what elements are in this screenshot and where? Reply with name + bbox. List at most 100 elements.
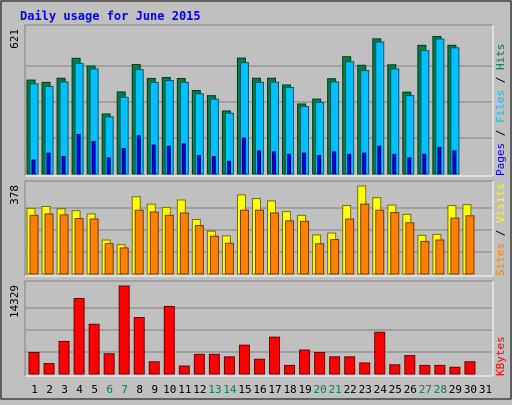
bar-pages-day-25: [392, 153, 397, 175]
bar-kbytes-day-22: [344, 356, 356, 375]
bar-kbytes-day-30: [464, 361, 476, 375]
legend-visits: Sites / Visits: [494, 183, 507, 276]
bar-kbytes-day-15: [238, 344, 250, 375]
bar-sites-day-28: [435, 239, 445, 275]
x-tick-label: 5: [91, 383, 98, 396]
bar-sites-day-20: [315, 243, 325, 275]
x-tick-label: 23: [359, 383, 372, 396]
bar-sites-day-12: [194, 225, 204, 275]
bar-sites-day-17: [270, 212, 280, 275]
legend-entry-files: Files: [494, 90, 507, 123]
bar-sites-day-11: [179, 212, 189, 275]
bar-sites-day-4: [74, 218, 84, 275]
bar-kbytes-day-14: [223, 356, 235, 375]
legend-entry-sites: Sites: [494, 243, 507, 276]
x-tick-label: 2: [46, 383, 53, 396]
bar-sites-day-1: [29, 214, 39, 275]
bar-pages-day-15: [241, 137, 246, 175]
bar-pages-day-18: [287, 153, 292, 175]
y-max-label: 14329: [8, 285, 21, 318]
panel-visits: 378 Sites / Visits: [8, 180, 507, 277]
bar-kbytes-day-12: [193, 353, 205, 375]
x-tick-label: 3: [61, 383, 68, 396]
bar-sites-day-2: [44, 213, 54, 275]
x-tick-label: 9: [151, 383, 158, 396]
legend-entry-hits: Hits: [494, 44, 507, 71]
bar-pages-day-12: [196, 154, 201, 175]
bar-sites-day-24: [375, 209, 385, 275]
bar-sites-day-22: [345, 218, 355, 275]
bar-sites-day-26: [405, 222, 415, 275]
x-tick-label: 6: [106, 383, 113, 396]
bar-pages-day-27: [422, 153, 427, 175]
bar-pages-day-1: [31, 159, 36, 175]
x-tick-label: 12: [193, 383, 206, 396]
panels-layer: 621 Pages / Files / Hits 378 Sites / Visits…: [8, 24, 507, 377]
panel-hits: 621 Pages / Files / Hits: [8, 24, 507, 177]
bar-kbytes-day-8: [133, 316, 145, 375]
bar-kbytes-day-9: [148, 361, 160, 375]
bar-pages-day-26: [407, 157, 412, 175]
bar-kbytes-day-21: [329, 356, 341, 375]
bar-sites-day-23: [360, 203, 370, 275]
bar-pages-day-2: [46, 152, 51, 175]
bar-pages-day-6: [106, 157, 111, 175]
bar-sites-day-30: [465, 215, 475, 275]
bar-kbytes-day-23: [359, 362, 371, 375]
bar-kbytes-day-4: [73, 297, 85, 375]
bar-kbytes-day-18: [284, 364, 296, 375]
bar-sites-day-25: [390, 212, 400, 275]
legend-separator: /: [494, 123, 507, 143]
legend-hits: Pages / Files / Hits: [494, 44, 507, 177]
x-tick-label: 30: [464, 383, 477, 396]
x-tick-label: 11: [178, 383, 191, 396]
x-tick-label: 13: [208, 383, 221, 396]
bar-kbytes-day-19: [299, 349, 311, 375]
x-tick-label: 16: [253, 383, 266, 396]
bar-pages-day-4: [76, 134, 81, 175]
bar-kbytes-day-27: [419, 364, 431, 375]
bar-kbytes-day-26: [404, 355, 416, 375]
legend-entry-kbytes: KBytes: [494, 336, 507, 376]
x-tick-label: 19: [298, 383, 311, 396]
chart-title: Daily usage for June 2015: [20, 9, 201, 23]
bar-sites-day-14: [224, 242, 234, 275]
bar-kbytes-day-16: [253, 358, 265, 375]
legend-separator: /: [494, 70, 507, 90]
bar-sites-day-19: [300, 220, 310, 275]
bar-kbytes-day-6: [103, 353, 115, 375]
x-tick-label: 10: [163, 383, 176, 396]
bar-sites-day-7: [119, 247, 129, 275]
panel-kbytes: 14329 KBytes: [8, 280, 507, 377]
x-tick-label: 17: [268, 383, 281, 396]
bar-kbytes-day-1: [28, 352, 40, 375]
bar-pages-day-10: [166, 145, 171, 175]
bar-pages-day-20: [317, 154, 322, 175]
legend-kbytes: KBytes: [494, 336, 507, 376]
bar-kbytes-day-17: [269, 336, 281, 375]
bar-sites-day-15: [239, 209, 249, 275]
bar-kbytes-day-7: [118, 285, 130, 375]
bar-sites-day-21: [330, 239, 340, 275]
bar-pages-day-22: [347, 153, 352, 175]
x-tick-label: 14: [223, 383, 237, 396]
bar-pages-day-24: [377, 145, 382, 175]
bar-sites-day-8: [134, 209, 144, 275]
bar-kbytes-day-24: [374, 331, 386, 375]
bar-kbytes-day-11: [178, 365, 190, 375]
bar-kbytes-day-29: [449, 366, 461, 375]
x-tick-label: 1: [31, 383, 38, 396]
x-tick-label: 27: [419, 383, 432, 396]
bar-kbytes-day-13: [208, 353, 220, 375]
bar-kbytes-day-5: [88, 323, 100, 375]
x-tick-label: 8: [136, 383, 143, 396]
bar-pages-day-11: [181, 143, 186, 175]
bar-kbytes-day-28: [434, 364, 446, 375]
x-tick-label: 20: [314, 383, 327, 396]
bar-pages-day-8: [136, 135, 141, 175]
x-axis-labels: 1 2 3 4 5 6 7 8 9 10 11 12 13 14 15 16 17 18 19 20 21 22 23 24 2…: [31, 383, 492, 396]
bar-sites-day-13: [209, 235, 219, 275]
